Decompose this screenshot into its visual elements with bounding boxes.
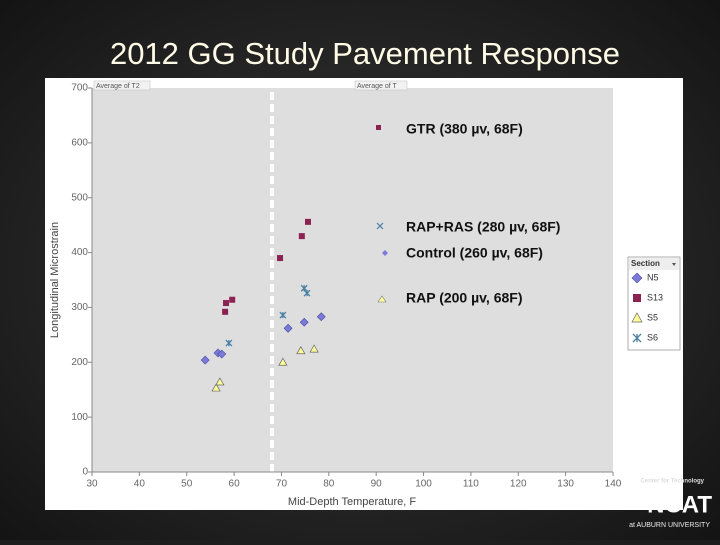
x-tick-label: 50 (181, 479, 193, 490)
data-point (316, 312, 326, 322)
x-tick-label: 40 (134, 479, 146, 490)
x-tick-label: 110 (463, 479, 479, 490)
data-point (278, 357, 288, 366)
y-tick-label: 600 (71, 137, 88, 148)
x-tick-label: 60 (229, 479, 241, 490)
y-tick-label: 500 (71, 192, 88, 203)
x-tick-label: 140 (605, 479, 622, 490)
field-label: Average of T (357, 83, 398, 90)
data-point (225, 339, 233, 347)
legend-marker (632, 333, 642, 343)
data-point (296, 346, 306, 355)
y-tick-label: 700 (71, 83, 88, 94)
annotation-icon (376, 222, 384, 230)
plot-area (92, 88, 613, 472)
annotation-icon (377, 295, 387, 303)
legend-label: N5 (647, 272, 659, 282)
data-point (299, 317, 309, 327)
y-tick-label: 200 (71, 357, 88, 368)
y-tick-label: 400 (71, 247, 88, 258)
slide-title: 2012 GG Study Pavement Response (110, 36, 620, 71)
logo-university: at AUBURN UNIVERSITY (629, 522, 710, 529)
x-tick-label: 120 (510, 479, 527, 490)
legend-marker (631, 312, 643, 323)
logo-text: Center for Technology (640, 479, 704, 485)
x-tick-label: 130 (557, 479, 574, 490)
x-tick-label: 100 (415, 479, 432, 490)
dropdown-arrow[interactable] (672, 263, 676, 266)
legend-header (629, 258, 679, 270)
field-button (93, 80, 151, 91)
legend-title: Section (631, 259, 660, 268)
y-tick-label: 300 (71, 302, 88, 313)
annotation-icon (382, 250, 388, 256)
data-point (222, 308, 229, 315)
annotation: Control (260 µv, 68F) (406, 245, 543, 261)
data-point (279, 311, 287, 319)
x-tick-label: 90 (371, 479, 383, 490)
logo-brand: NCAT (647, 491, 712, 518)
data-point (298, 233, 305, 240)
field-button (354, 80, 408, 91)
data-point (223, 300, 230, 307)
legend-label: S5 (647, 312, 658, 322)
y-axis-label: Longitudinal Microstrain (49, 222, 61, 338)
y-tick-label: 0 (82, 467, 88, 478)
data-point (229, 296, 236, 303)
data-point (217, 349, 227, 359)
annotation: RAP+RAS (280 µv, 68F) (406, 219, 560, 235)
legend-marker (633, 294, 641, 302)
y-tick-label: 100 (71, 412, 88, 423)
data-point (303, 289, 311, 297)
legend-label: S13 (647, 292, 663, 302)
x-tick-label: 70 (276, 479, 288, 490)
data-point (211, 383, 221, 392)
data-point (304, 218, 311, 225)
data-point (277, 255, 284, 262)
annotation: RAP (200 µv, 68F) (406, 290, 522, 306)
data-point (200, 355, 210, 365)
x-axis-label: Mid-Depth Temperature, F (288, 496, 416, 508)
x-tick-label: 80 (323, 479, 335, 490)
legend-marker (631, 272, 643, 284)
x-tick-label: 30 (86, 479, 98, 490)
field-label: Average of T2 (96, 83, 140, 90)
annotation: GTR (380 µv, 68F) (406, 121, 523, 137)
data-point (309, 344, 319, 353)
data-point (215, 377, 225, 386)
data-point (283, 323, 293, 333)
annotation-icon (376, 125, 381, 130)
legend-label: S6 (647, 332, 658, 342)
